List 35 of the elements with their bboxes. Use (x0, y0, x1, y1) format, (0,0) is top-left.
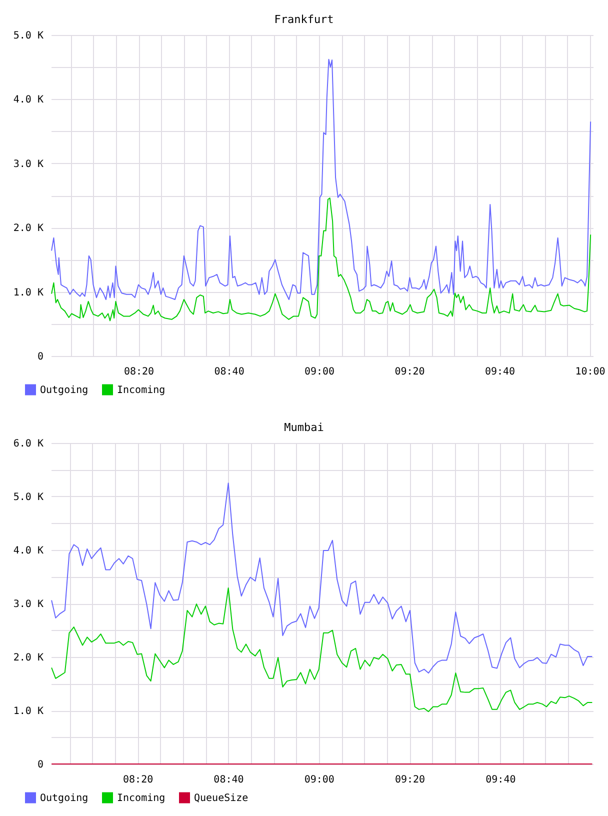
x-tick-label: 08:20 (124, 366, 154, 378)
x-tick-label: 08:20 (123, 774, 154, 786)
y-tick-label: 2.0 K (13, 652, 44, 664)
x-tick-label: 08:40 (214, 774, 244, 786)
y-tick-label: 0 (37, 352, 44, 362)
y-tick-label: 5.0 K (13, 30, 44, 42)
chart-title: Mumbai (284, 421, 324, 434)
x-tick-label: 09:20 (394, 366, 425, 378)
y-tick-label: 5.0 K (13, 492, 44, 503)
line-series (51, 58, 592, 300)
y-tick-label: 2.0 K (13, 223, 44, 234)
x-tick-label: 08:40 (214, 366, 244, 378)
x-tick-label: 09:40 (484, 366, 516, 378)
line-series (51, 482, 593, 674)
line-series (51, 587, 593, 712)
legend-label: Incoming (117, 384, 166, 396)
legend-label: QueueSize (194, 792, 248, 804)
x-tick-label: 09:20 (394, 774, 426, 786)
y-tick-label: 1.0 K (13, 706, 44, 717)
x-tick-label: 09:00 (304, 366, 335, 378)
y-tick-label: 1.0 K (13, 287, 44, 298)
chart-title: Frankfurt (274, 13, 334, 26)
y-tick-label: 4.0 K (13, 94, 44, 106)
y-tick-label: 4.0 K (13, 546, 44, 556)
x-tick-label: 10:00 (575, 366, 606, 378)
y-tick-label: 3.0 K (13, 599, 44, 610)
legend-label: Incoming (117, 792, 166, 804)
y-tick-label: 0 (37, 760, 44, 770)
x-tick-label: 09:40 (486, 774, 516, 786)
y-tick-label: 3.0 K (13, 158, 44, 170)
line-series (51, 198, 592, 322)
legend-label: Outgoing (40, 792, 88, 804)
x-tick-label: 09:00 (304, 774, 334, 786)
y-tick-label: 6.0 K (13, 438, 44, 450)
legend-label: Outgoing (40, 384, 88, 396)
